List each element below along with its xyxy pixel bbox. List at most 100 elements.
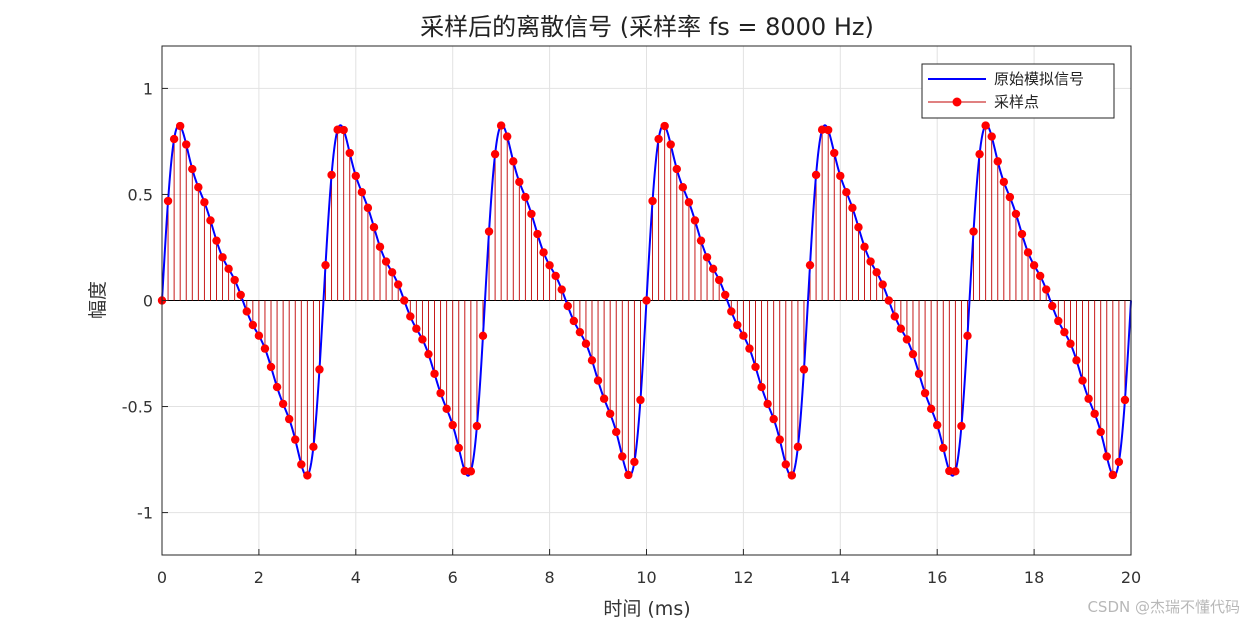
sample-point [1102, 452, 1111, 461]
sample-point [823, 125, 833, 135]
sample-point [708, 264, 718, 274]
x-tick-label: 16 [927, 568, 947, 587]
y-tick-label: 0 [143, 292, 153, 311]
sample-point [666, 140, 675, 149]
sample-point [612, 427, 621, 437]
sample-point [1017, 229, 1027, 239]
sample-point [1072, 356, 1081, 365]
sample-point [745, 344, 754, 353]
sample-point [1011, 209, 1021, 219]
x-tick-label: 10 [636, 568, 656, 587]
sample-point [527, 209, 536, 219]
sample-point [890, 312, 900, 321]
sample-point [939, 443, 948, 453]
sample-point [781, 460, 790, 469]
sample-point [163, 196, 173, 206]
sample-point [933, 420, 942, 430]
sample-point [787, 471, 797, 480]
x-tick-label: 8 [545, 568, 555, 587]
sample-point [817, 125, 827, 134]
sample-point [266, 362, 276, 372]
sample-point [575, 327, 585, 337]
sample-point [466, 467, 476, 476]
sample-point [339, 125, 348, 135]
sample-point [1096, 427, 1105, 437]
sample-point [902, 335, 912, 344]
y-tick-label: 0.5 [128, 185, 153, 204]
sample-point [175, 121, 185, 131]
sample-point [460, 466, 470, 476]
sample-point [763, 399, 772, 409]
sample-point [605, 409, 615, 418]
sample-point [951, 467, 960, 476]
sample-point [587, 356, 597, 365]
sample-point [914, 369, 924, 378]
sample-point [1120, 395, 1130, 405]
sample-point [1005, 192, 1015, 202]
sample-point [345, 148, 354, 158]
sample-point [727, 307, 736, 316]
sample-point [412, 324, 421, 333]
sample-point [260, 344, 270, 353]
sample-point [387, 268, 397, 277]
sample-point [593, 376, 603, 385]
legend-entry-signal: 原始模拟信号 [994, 70, 1084, 88]
legend: 原始模拟信号 采样点 [921, 63, 1115, 119]
sample-point [563, 301, 572, 311]
sample-point [866, 257, 875, 266]
sample-point [696, 236, 706, 245]
sample-point [1035, 271, 1045, 281]
sample-point [618, 452, 627, 461]
x-tick-label: 20 [1121, 568, 1141, 587]
sample-point [854, 223, 863, 232]
y-axis-label: 幅度 [87, 281, 109, 319]
sample-point [236, 290, 245, 300]
y-tick-label: -0.5 [122, 398, 153, 417]
x-tick-label: 0 [157, 568, 167, 587]
sample-point [1108, 470, 1118, 480]
sample-point [739, 331, 748, 340]
sample-point [805, 260, 815, 270]
sample-point [436, 388, 445, 398]
sample-point [757, 382, 766, 392]
sample-point [230, 275, 239, 285]
sample-point [218, 253, 227, 262]
x-axis-ticks: 0 2 4 6 8 10 12 14 16 18 20 [157, 549, 1141, 587]
sample-point [969, 227, 978, 236]
sample-point [896, 324, 906, 333]
sample-point [793, 442, 803, 452]
sample-point [945, 466, 954, 476]
sample-point [327, 170, 336, 180]
sample-point [860, 242, 869, 252]
legend-entry-samples: 采样点 [994, 93, 1039, 111]
sample-point [309, 442, 318, 452]
sample-point [993, 157, 1002, 166]
sample-point [551, 271, 560, 281]
sample-point [1054, 316, 1063, 326]
sample-point [200, 198, 209, 207]
sample-point [581, 339, 591, 348]
sample-point [272, 382, 282, 392]
sample-point [678, 183, 688, 192]
sample-point [999, 177, 1009, 187]
sample-point [975, 149, 984, 159]
x-tick-label: 14 [830, 568, 850, 587]
sample-point [624, 470, 633, 480]
sample-point [569, 316, 579, 326]
x-tick-label: 12 [733, 568, 753, 587]
sample-point [533, 229, 542, 239]
sample-point [496, 121, 506, 130]
sample-point [1090, 409, 1099, 418]
sample-point [908, 349, 918, 359]
sample-point [878, 280, 887, 289]
sample-point [363, 203, 373, 213]
sample-point [539, 248, 548, 257]
sample-point [406, 312, 415, 321]
sample-point [297, 460, 306, 469]
sample-point [654, 134, 663, 144]
sample-point [848, 203, 857, 213]
sample-point [224, 264, 233, 274]
sample-point [636, 395, 645, 405]
sample-point [648, 196, 657, 206]
chart-title: 采样后的离散信号 (采样率 fs = 8000 Hz) [420, 13, 874, 41]
